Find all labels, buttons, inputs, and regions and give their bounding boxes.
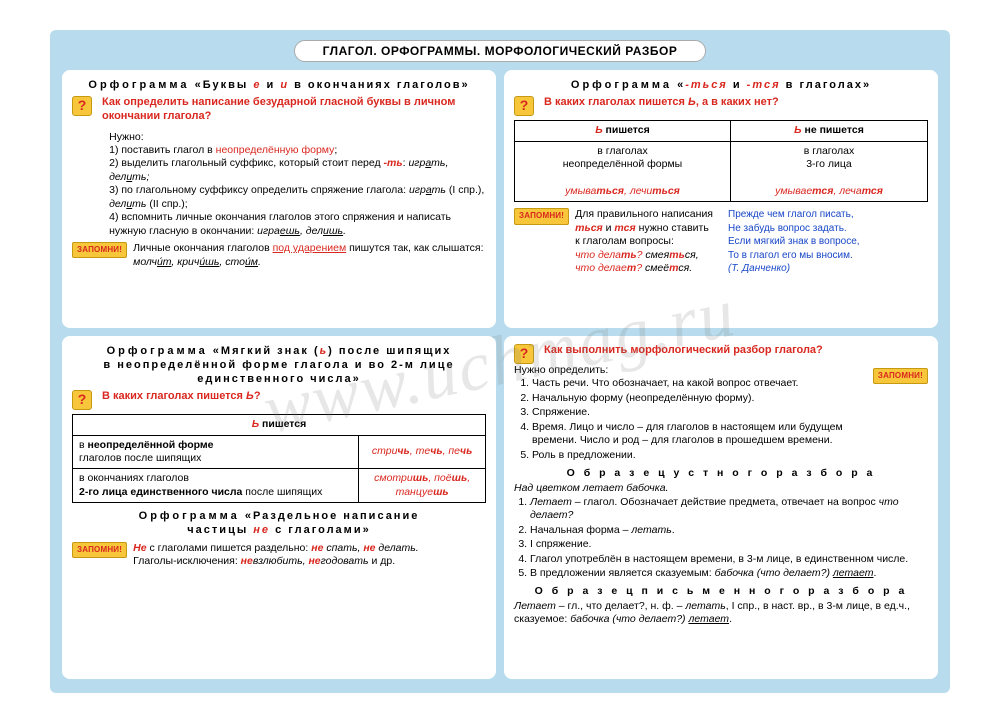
list-item: Роль в предложении. (532, 449, 867, 462)
list-item: Часть речи. Что обозначает, на какой воп… (532, 377, 867, 390)
question-icon: ? (72, 390, 92, 410)
table-cell: смотришь, поёшь, танцуешь (359, 469, 486, 503)
table-cell: в неопределённой форме глаголов после ши… (73, 435, 359, 469)
list-item: Спряжение. (532, 406, 867, 419)
table-cell: в окончаниях глаголов 2-го лица единстве… (73, 469, 359, 503)
panel1-steps: Нужно: 1) поставить глагол в неопределён… (109, 131, 486, 239)
main-title: ГЛАГОЛ. ОРФОГРАММЫ. МОРФОЛОГИЧЕСКИЙ РАЗБ… (294, 40, 707, 62)
panel-morphology: ? Как выполнить морфологический разбор г… (504, 336, 938, 679)
table-cell: в глаголахнеопределённой формы умываться… (515, 141, 731, 202)
panel-tsya: Орфограмма «-ться и -тся в глаголах» ? В… (504, 70, 938, 328)
panel3-title1: Орфограмма «Мягкий знак (ь) после шипящи… (72, 344, 486, 386)
panel2-title: Орфограмма «-ться и -тся в глаголах» (514, 78, 928, 92)
panel4-need: Нужно определить: (514, 364, 867, 377)
list-item: I спряжение. (530, 538, 928, 551)
panel4-list: Часть речи. Что обозначает, на какой воп… (514, 377, 867, 462)
list-item: Время. Лицо и число – для глаголов в нас… (532, 421, 867, 448)
remember-badge: ЗАПОМНИ! (72, 242, 127, 258)
panel2-poem: Прежде чем глагол писать, Не забудь вопр… (728, 208, 928, 276)
panel2-note: Для правильного написания ться и тся нуж… (575, 208, 713, 275)
panel-soft-sign: Орфограмма «Мягкий знак (ь) после шипящи… (62, 336, 496, 679)
example-sentence: Над цветком летает бабочка. (514, 482, 928, 495)
panel3-question: В каких глаголах пишется Ь? (102, 390, 261, 404)
poster-background: ГЛАГОЛ. ОРФОГРАММЫ. МОРФОЛОГИЧЕСКИЙ РАЗБ… (50, 30, 950, 693)
remember-badge: ЗАПОМНИ! (873, 368, 928, 384)
panel-grid: Орфограмма «Буквы е и и в окончаниях гла… (62, 70, 938, 679)
question-icon: ? (72, 96, 92, 116)
panel1-question: Как определить написание безударной глас… (102, 96, 486, 124)
oral-heading: О б р а з е ц у с т н о г о р а з б о р … (514, 467, 928, 480)
panel1-note: Личные окончания глаголов под ударением … (133, 242, 483, 269)
table-cell: в глаголах3-го лица умывается, лечатся (730, 141, 927, 202)
panel2-table: Ь пишется Ь не пишется в глаголахнеопред… (514, 120, 928, 202)
question-icon: ? (514, 344, 534, 364)
question-icon: ? (514, 96, 534, 116)
list-item: В предложении является сказуемым: бабочк… (530, 567, 928, 580)
written-example: Летает – гл., что делает?, н. ф. – летат… (514, 600, 928, 627)
list-item: Начальная форма – летать. (530, 524, 928, 537)
list-item: Летает – глагол. Обозначает действие пре… (530, 496, 928, 523)
panel2-question: В каких глаголах пишется Ь, а в каких не… (544, 96, 779, 110)
list-item: Глагол употреблён в настоящем времени, в… (530, 553, 928, 566)
panel1-title: Орфограмма «Буквы е и и в окончаниях гла… (72, 78, 486, 92)
panel-e-i-endings: Орфограмма «Буквы е и и в окончаниях гла… (62, 70, 496, 328)
panel4-question: Как выполнить морфологический разбор гла… (544, 344, 823, 358)
remember-badge: ЗАПОМНИ! (72, 542, 127, 558)
table-cell: стричь, течь, печь (359, 435, 486, 469)
remember-badge: ЗАПОМНИ! (514, 208, 569, 224)
panel3-table: Ь пишется в неопределённой форме глаголо… (72, 414, 486, 503)
written-heading: О б р а з е ц п и с ь м е н н о г о р а … (514, 585, 928, 598)
panel3-title2: Орфограмма «Раздельное написание частицы… (72, 509, 486, 537)
list-item: Начальную форму (неопределённую форму). (532, 392, 867, 405)
oral-list: Летает – глагол. Обозначает действие пре… (514, 496, 928, 581)
panel3-note: Не с глаголами пишется раздельно: не спа… (133, 542, 419, 569)
